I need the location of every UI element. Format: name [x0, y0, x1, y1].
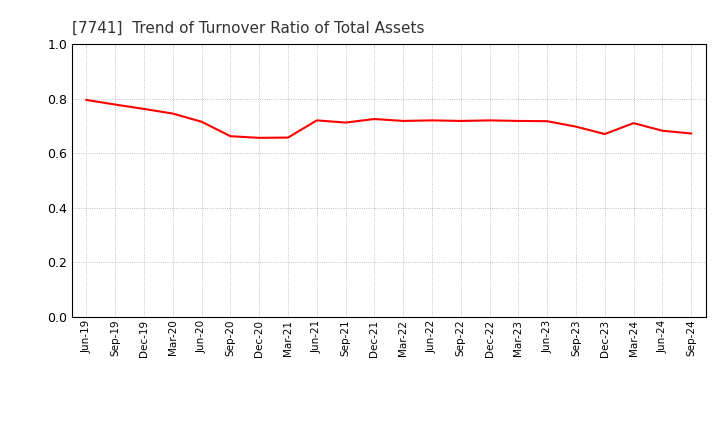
Text: [7741]  Trend of Turnover Ratio of Total Assets: [7741] Trend of Turnover Ratio of Total … — [72, 21, 425, 36]
